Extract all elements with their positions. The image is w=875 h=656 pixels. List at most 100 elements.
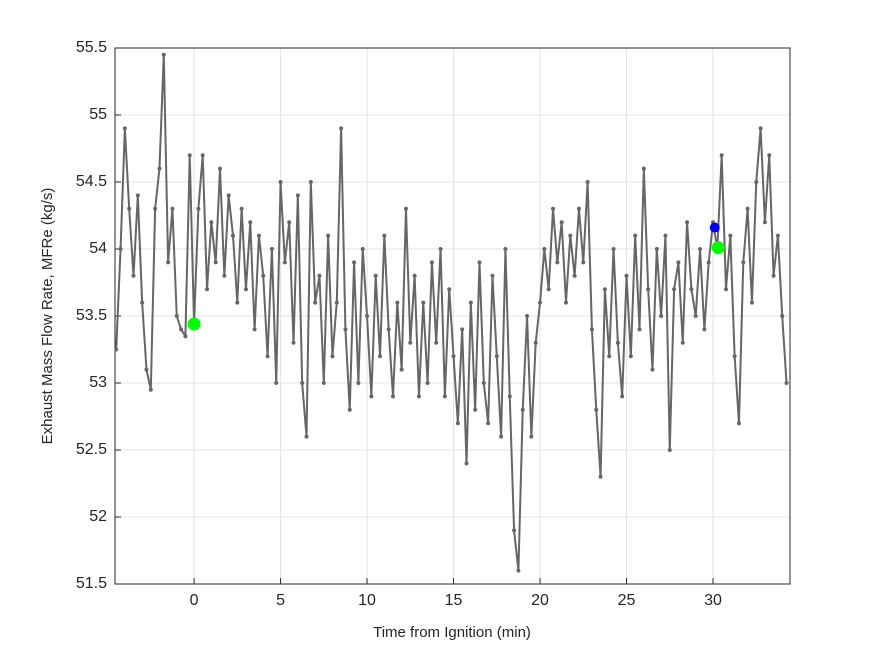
data-point (624, 273, 629, 278)
data-point (533, 340, 538, 345)
data-point (576, 206, 581, 211)
x-tick-label: 5 (276, 592, 285, 609)
data-point (352, 260, 357, 265)
data-point (659, 314, 664, 318)
data-point (330, 354, 335, 359)
data-point (205, 287, 210, 292)
data-point (425, 381, 430, 385)
data-point (628, 354, 633, 359)
data-point (667, 448, 672, 452)
data-point (386, 327, 391, 332)
data-point (507, 394, 512, 399)
x-tick-label: 20 (531, 592, 549, 609)
data-point (230, 233, 235, 238)
data-point (170, 206, 175, 211)
data-point (179, 327, 184, 332)
data-point (326, 233, 331, 238)
data-point (408, 340, 413, 345)
data-point (365, 314, 370, 318)
data-point (685, 220, 690, 225)
data-point (512, 528, 517, 533)
data-point (490, 273, 495, 278)
data-point (650, 367, 655, 372)
data-point (196, 206, 201, 211)
data-point (382, 233, 387, 238)
y-tick-label: 55 (89, 106, 107, 123)
data-point (135, 193, 140, 198)
data-point (784, 381, 789, 385)
data-point (516, 568, 521, 573)
data-point (563, 300, 568, 305)
y-tick-label: 53 (89, 374, 107, 391)
y-tick-label: 52 (89, 508, 107, 525)
data-point (161, 52, 166, 57)
data-point (486, 421, 491, 426)
data-point (607, 354, 612, 359)
data-point (637, 327, 642, 332)
data-point (127, 206, 132, 211)
data-point (131, 273, 136, 278)
data-point (736, 421, 741, 426)
data-point (256, 233, 261, 238)
data-point (611, 247, 616, 251)
data-point (261, 273, 266, 278)
data-point (633, 233, 638, 238)
data-point (473, 407, 478, 412)
data-point (209, 220, 214, 225)
data-point (555, 260, 560, 265)
data-point (239, 206, 244, 211)
data-point (347, 407, 352, 412)
data-point (434, 340, 439, 345)
data-point (144, 367, 149, 372)
data-point (646, 287, 651, 292)
data-point (499, 434, 504, 439)
data-point (438, 247, 443, 251)
data-point (395, 300, 400, 305)
data-point (680, 340, 685, 345)
x-tick-label: 30 (704, 592, 722, 609)
data-point (373, 273, 378, 278)
data-point (551, 206, 556, 211)
data-point (568, 233, 573, 238)
data-point (339, 126, 344, 131)
x-tick-label: 10 (358, 592, 376, 609)
data-point (403, 206, 408, 211)
data-point (732, 354, 737, 359)
data-point (226, 193, 231, 198)
data-point (278, 180, 283, 184)
data-point (451, 354, 456, 359)
data-point (542, 247, 547, 251)
data-point (780, 314, 785, 318)
data-point (741, 260, 746, 265)
data-point (274, 381, 279, 385)
data-point (654, 247, 659, 251)
axes-box (114, 47, 791, 585)
data-point (620, 394, 625, 399)
data-point (287, 220, 292, 225)
data-point (520, 407, 525, 412)
data-point (174, 314, 179, 318)
data-point (602, 287, 607, 292)
data-point (693, 314, 698, 318)
data-point (538, 300, 543, 305)
data-point (477, 260, 482, 265)
data-point (585, 180, 590, 184)
y-tick-label: 54 (89, 240, 107, 257)
data-point (468, 300, 473, 305)
data-point (295, 193, 300, 198)
data-point (663, 233, 668, 238)
data-point (771, 273, 776, 278)
data-point (589, 327, 594, 332)
highlight-marker (187, 317, 201, 331)
data-point (378, 354, 383, 359)
data-point (598, 474, 603, 479)
data-point (282, 260, 287, 265)
data-point (243, 287, 248, 292)
data-point (728, 233, 733, 238)
data-point (412, 273, 417, 278)
data-point (416, 394, 421, 399)
data-point (494, 354, 499, 359)
data-point (343, 327, 348, 332)
data-point (481, 381, 486, 385)
data-point (460, 327, 465, 332)
